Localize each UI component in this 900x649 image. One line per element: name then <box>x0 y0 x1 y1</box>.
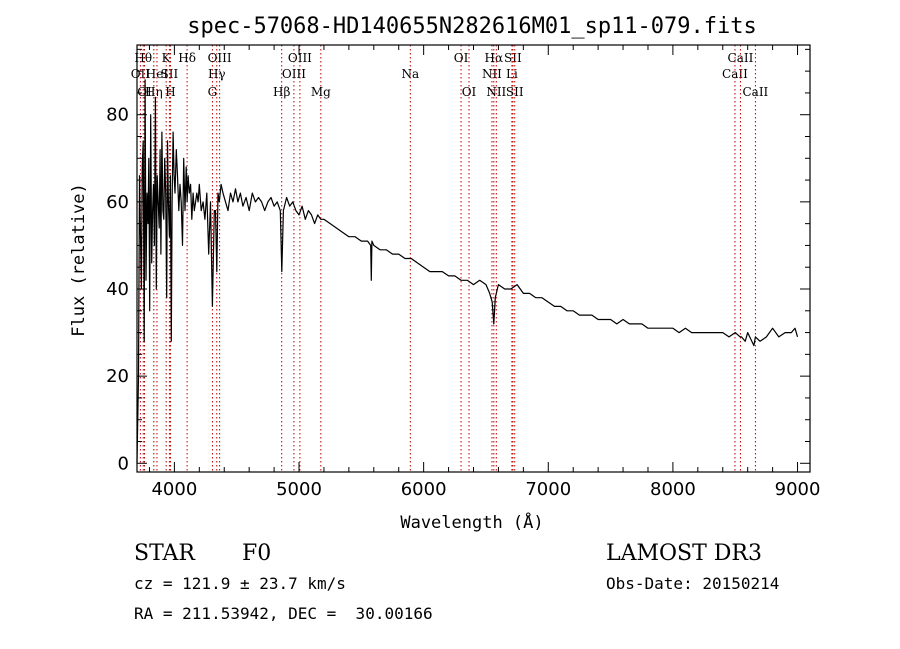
y-tick-label: 20 <box>106 366 129 387</box>
line-label: Hγ <box>208 67 226 81</box>
line-label: Hβ <box>273 85 290 99</box>
x-axis-label: Wavelength (Å) <box>400 511 543 533</box>
line-label: K <box>162 51 172 65</box>
line-label: CaII <box>722 67 748 81</box>
line-label: OIII <box>282 67 306 81</box>
object-class: STAR <box>134 541 195 566</box>
redshift-value: cz = 121.9 ± 23.7 km/s <box>134 574 346 593</box>
y-tick-label: 60 <box>106 192 129 213</box>
line-label: OI <box>454 51 469 65</box>
chart-title: spec-57068-HD140655N282616M01_sp11-079.f… <box>187 14 757 39</box>
line-label: OIII <box>208 51 232 65</box>
line-label: NII <box>482 67 502 81</box>
object-subclass: F0 <box>242 541 272 566</box>
line-label: OI <box>462 85 477 99</box>
y-tick-label: 40 <box>106 279 129 300</box>
y-axis-label: Flux (relative) <box>69 183 89 337</box>
y-tick-label: 0 <box>118 453 129 474</box>
line-label: Hα <box>485 51 504 65</box>
survey-name: LAMOST DR3 <box>606 541 762 566</box>
spectrum-series <box>136 79 799 464</box>
observation-date: Obs-Date: 20150214 <box>606 574 780 593</box>
y-tick-label: 80 <box>106 105 129 126</box>
line-label: G <box>208 85 218 99</box>
line-label: Mg <box>311 85 331 99</box>
line-label: CaII <box>728 51 754 65</box>
line-label: Na <box>401 67 419 81</box>
axes: 4000 5000 6000 7000 8000 9000 0 20 40 60 80 <box>106 44 821 500</box>
x-tick-label: 6000 <box>401 479 447 500</box>
line-label: OII <box>131 67 151 81</box>
line-label: SII <box>506 85 524 99</box>
line-label: SII <box>504 51 522 65</box>
line-label: Hη <box>145 85 163 99</box>
x-tick-label: 9000 <box>775 479 821 500</box>
x-tick-label: 4000 <box>151 479 197 500</box>
x-tick-label: 7000 <box>525 479 571 500</box>
line-label: OIII <box>288 51 312 65</box>
line-label: SII <box>161 67 179 81</box>
coordinates: RA = 211.53942, DEC = 30.00166 <box>134 604 433 623</box>
spectrum-line <box>136 79 799 464</box>
line-label: CaII <box>742 85 768 99</box>
plot-frame <box>136 44 811 473</box>
line-label: H <box>165 85 175 99</box>
x-tick-label: 8000 <box>650 479 696 500</box>
line-label: Li <box>506 67 518 81</box>
x-tick-label: 5000 <box>276 479 322 500</box>
line-label: HeI <box>146 67 169 81</box>
line-label: Hθ <box>134 51 152 65</box>
line-label: Hδ <box>178 51 196 65</box>
emission-lines: OII Hθ OI Hη HeI K SII H Hδ G Hγ OIII Hβ OIII OIII Mg Na… <box>131 45 769 472</box>
line-label: NII <box>486 85 506 99</box>
